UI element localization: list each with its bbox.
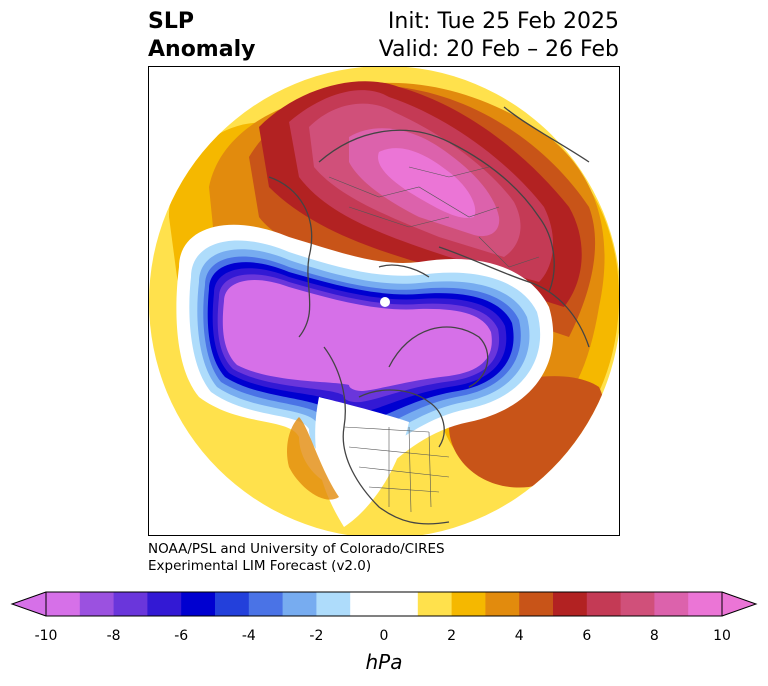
political-borders xyxy=(328,166,540,513)
valid-range: Valid: 20 Feb – 26 Feb xyxy=(378,37,619,62)
pole-marker xyxy=(380,297,390,307)
colorbar-segment xyxy=(79,592,115,616)
colorbar-segment xyxy=(586,592,622,616)
colorbar-segments xyxy=(46,592,723,616)
colorbar-tick-label: 8 xyxy=(649,628,659,644)
title-line-1: SLP xyxy=(148,9,194,34)
init-date: Init: Tue 25 Feb 2025 xyxy=(387,9,619,34)
colorbar-right-outline xyxy=(721,591,758,617)
colorbar-tick-label: 0 xyxy=(379,628,389,644)
colorbar-tick-label: -10 xyxy=(34,628,58,644)
colorbar-tick-label: -6 xyxy=(174,628,189,644)
title-line-2: Anomaly xyxy=(148,37,256,62)
colorbar-tick-label: -4 xyxy=(241,628,256,644)
coastlines xyxy=(268,106,590,525)
colorbar-segment xyxy=(654,592,689,616)
colorbar-segment xyxy=(147,592,182,616)
map-panel xyxy=(148,66,620,536)
credit-text: NOAA/PSL and University of Colorado/CIRE… xyxy=(148,541,445,575)
colorbar-tick-label: 2 xyxy=(447,628,457,644)
colorbar-left-outline xyxy=(10,591,47,617)
colorbar-tick-label: -8 xyxy=(106,628,121,644)
colorbar-segment xyxy=(215,592,250,616)
field-neg-core xyxy=(222,279,492,391)
credit-line-1: NOAA/PSL and University of Colorado/CIRE… xyxy=(148,541,445,557)
colorbar-segment xyxy=(316,592,351,616)
colorbar-extend-left xyxy=(12,592,46,616)
colorbar-segment xyxy=(181,592,216,616)
colorbar-tick-label: 4 xyxy=(514,628,524,644)
colorbar-segment xyxy=(417,592,453,616)
colorbar-segment xyxy=(519,592,554,616)
colorbar-segment xyxy=(451,592,486,616)
slp-anomaly-map xyxy=(149,67,619,535)
field-pos-9 xyxy=(378,148,476,218)
colorbar-unit-label: hPa xyxy=(365,650,403,674)
colorbar xyxy=(10,591,758,617)
colorbar-outline xyxy=(45,591,723,617)
colorbar-tick-label: 10 xyxy=(713,628,731,644)
colorbar-segment xyxy=(485,592,520,616)
colorbar-segment xyxy=(553,592,588,616)
map-title: SLP Anomaly xyxy=(148,8,255,64)
colorbar-segment xyxy=(620,592,655,616)
field-western-us xyxy=(287,417,339,500)
colorbar-segment xyxy=(384,592,419,616)
colorbar-segment xyxy=(46,592,81,616)
date-info: Init: Tue 25 Feb 2025 Valid: 20 Feb – 26… xyxy=(379,8,619,64)
colorbar-tick-label: 6 xyxy=(582,628,592,644)
credit-line-2: Experimental LIM Forecast (v2.0) xyxy=(148,558,372,574)
colorbar-segment xyxy=(350,592,385,616)
colorbar-tick-label: -2 xyxy=(309,628,324,644)
colorbar-segment xyxy=(113,592,148,616)
colorbar-segment xyxy=(248,592,284,616)
colorbar-segment xyxy=(688,592,723,616)
colorbar-extend-right xyxy=(722,592,756,616)
colorbar-segment xyxy=(282,592,317,616)
